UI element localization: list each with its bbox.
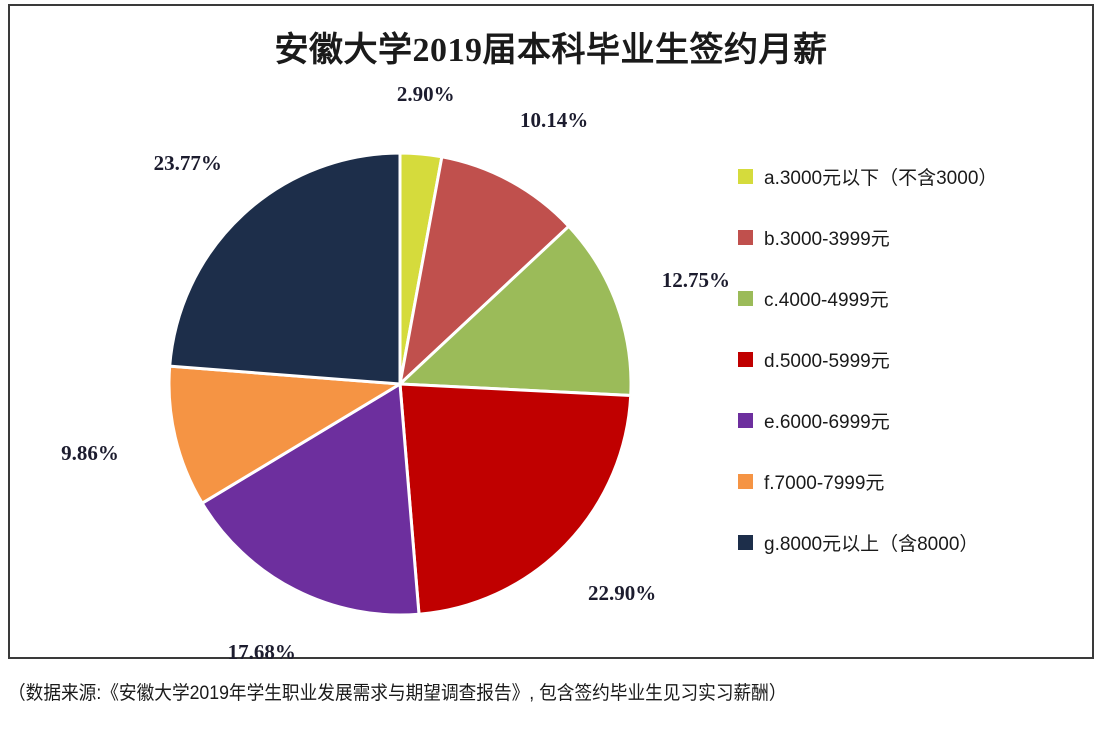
chart-frame: 安徽大学2019届本科毕业生签约月薪 2.90% 10.14% 12.75% 22.9… [8, 4, 1094, 664]
legend-item[interactable]: b.3000-3999元 [738, 207, 1088, 268]
pie-data-label: 2.90% [396, 81, 455, 106]
legend-swatch-icon [738, 230, 753, 245]
chart-legend: a.3000元以下（不含3000） b.3000-3999元 c.4000-4999… [738, 146, 1088, 573]
pie-data-label: 22.90% [587, 580, 657, 605]
source-footnote: （数据来源:《安徽大学2019年学生职业发展需求与期望调查报告》, 包含签约毕业… [8, 683, 787, 704]
pie-svg [167, 151, 633, 617]
legend-item[interactable]: g.8000元以上（含8000） [738, 512, 1088, 573]
legend-swatch-icon [738, 169, 753, 184]
pie-slice[interactable] [167, 364, 405, 506]
pie-data-label: 10.14% [520, 108, 589, 133]
pie-slice[interactable] [397, 155, 571, 389]
legend-swatch-icon [738, 474, 753, 489]
legend-swatch-icon [738, 535, 753, 550]
pie-slice-group [167, 151, 633, 617]
legend-item-label: c.4000-4999元 [764, 290, 889, 311]
legend-swatch-icon [738, 352, 753, 367]
legend-item[interactable]: d.5000-5999元 [738, 329, 1088, 390]
legend-swatch-icon [738, 291, 753, 306]
legend-item[interactable]: c.4000-4999元 [738, 268, 1088, 329]
pie-data-label: 17.68% [227, 640, 296, 665]
legend-item-label: e.6000-6999元 [764, 412, 890, 433]
pie-slice[interactable] [398, 382, 633, 616]
legend-item-label: g.8000元以上（含8000） [764, 534, 979, 555]
legend-swatch-icon [738, 413, 753, 428]
pie-data-label: 9.86% [61, 440, 119, 465]
chart-title: 安徽大学2019届本科毕业生签约月薪 [274, 32, 828, 69]
legend-item[interactable]: a.3000元以下（不含3000） [738, 146, 1088, 207]
legend-item-label: b.3000-3999元 [764, 229, 890, 250]
legend-item-label: a.3000元以下（不含3000） [764, 168, 998, 189]
pie-slice[interactable] [396, 224, 633, 398]
pie-data-label: 12.75% [661, 268, 730, 293]
pie-data-label: 23.77% [153, 151, 222, 175]
pie-slice[interactable] [200, 381, 421, 617]
pie-plot-area: 2.90% 10.14% 12.75% 22.90% 17.68% 9.86% 23.77% [10, 6, 730, 664]
legend-item[interactable]: f.7000-7999元 [738, 451, 1088, 512]
legend-item-label: f.7000-7999元 [764, 473, 885, 494]
pie-slice[interactable] [168, 151, 402, 386]
legend-item-label: d.5000-5999元 [764, 351, 890, 372]
legend-item[interactable]: e.6000-6999元 [738, 390, 1088, 451]
